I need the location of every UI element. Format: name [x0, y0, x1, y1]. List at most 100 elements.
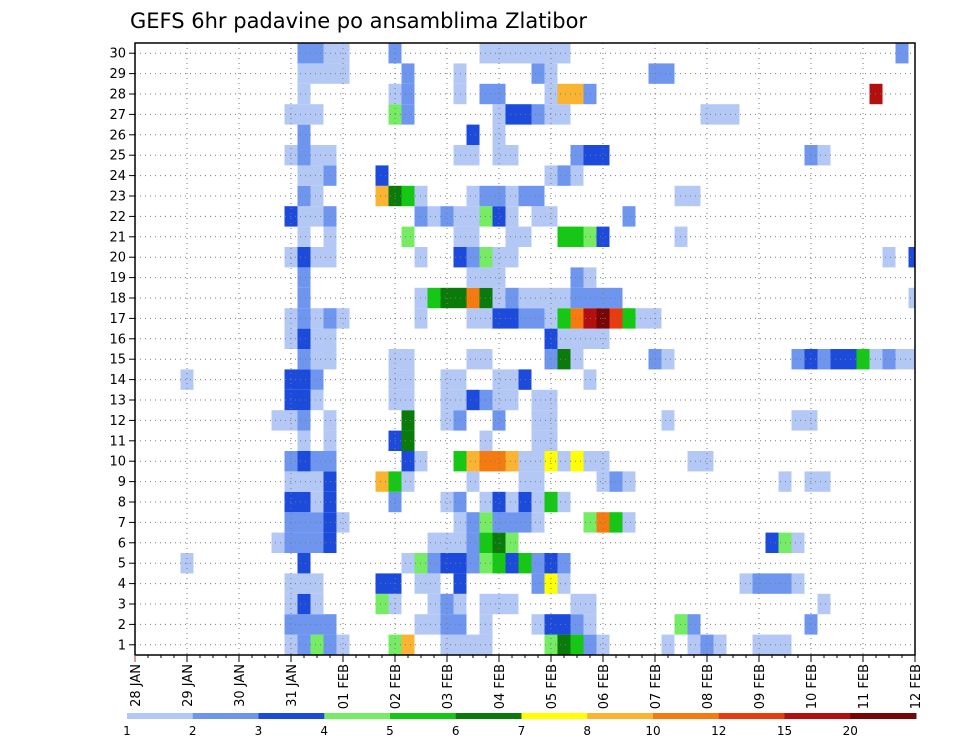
heatmap-cell	[401, 349, 415, 370]
heatmap-cell	[596, 226, 610, 247]
heatmap-cell	[466, 634, 480, 655]
heatmap-cell	[375, 165, 389, 186]
x-tick-label: 04 FEB	[493, 664, 508, 709]
heatmap-cell	[297, 491, 311, 513]
y-tick-label: 30	[109, 47, 126, 62]
heatmap-cell	[661, 634, 675, 655]
y-axis: 1234567891011121314151617181920212223242…	[109, 47, 135, 653]
heatmap-cell	[427, 593, 441, 615]
heatmap-cell	[570, 145, 584, 166]
heatmap-cell	[271, 410, 285, 431]
x-tick-label: 10 FEB	[805, 664, 820, 709]
heatmap-cell	[310, 185, 324, 207]
x-tick-label: 05 FEB	[545, 664, 560, 709]
heatmap-cell	[401, 389, 415, 411]
heatmap-cell	[401, 185, 415, 207]
heatmap-cell	[297, 410, 311, 431]
heatmap-cell	[687, 614, 701, 635]
y-tick-label: 20	[109, 251, 126, 266]
x-tick-label: 09 FEB	[753, 664, 768, 709]
heatmap-cell	[310, 63, 324, 84]
heatmap-cell	[531, 308, 545, 329]
heatmap-cell	[505, 206, 519, 227]
heatmap-cell	[635, 308, 649, 329]
heatmap-cell	[661, 349, 675, 370]
y-tick-label: 22	[109, 210, 126, 225]
heatmap-cell	[700, 451, 714, 472]
heatmap-cell	[492, 206, 506, 227]
legend-swatch	[192, 713, 259, 719]
heatmap-cell	[310, 614, 324, 635]
heatmap-cell	[297, 226, 311, 247]
heatmap-cell	[336, 512, 350, 533]
heatmap-cell	[570, 267, 584, 288]
heatmap-cell	[622, 206, 636, 227]
heatmap-cell	[557, 451, 571, 472]
heatmap-cell	[557, 634, 571, 655]
heatmap-cell	[440, 410, 454, 431]
legend-swatch	[324, 713, 391, 719]
color-legend: 1 2 3 4 5 6 7 8 10 12 15 20	[123, 713, 917, 738]
heatmap-cell	[817, 593, 831, 615]
heatmap-cell	[401, 83, 415, 105]
heatmap-cell	[297, 165, 311, 186]
heatmap-cell	[401, 553, 415, 574]
heatmap-cell	[531, 471, 545, 492]
legend-label: 15	[777, 724, 792, 738]
heatmap-cell	[557, 491, 571, 513]
y-tick-label: 6	[118, 536, 126, 551]
heatmap-cell	[505, 287, 519, 309]
heatmap-cell	[817, 145, 831, 166]
y-tick-label: 7	[118, 516, 126, 531]
heatmap-cell	[570, 634, 584, 655]
y-tick-label: 15	[109, 353, 126, 368]
heatmap-cell	[557, 43, 571, 64]
y-tick-label: 29	[109, 67, 126, 82]
x-tick-label: 08 FEB	[701, 664, 716, 709]
heatmap-cell	[297, 512, 311, 533]
heatmap-cell	[440, 206, 454, 227]
heatmap-cell	[765, 634, 779, 655]
heatmap-cell	[297, 328, 311, 349]
legend-label: 4	[320, 724, 328, 738]
heatmap-cell	[531, 614, 545, 635]
legend-swatch	[653, 713, 720, 719]
heatmap-cell	[466, 553, 480, 574]
heatmap-cell	[531, 389, 545, 411]
heatmap-cell	[297, 532, 311, 553]
heatmap-cell	[492, 267, 506, 288]
heatmap-cell	[297, 63, 311, 84]
heatmap-cell	[466, 512, 480, 533]
heatmap-cell	[297, 451, 311, 472]
heatmap-cell	[596, 634, 610, 655]
heatmap-cell	[375, 471, 389, 492]
heatmap-cell	[401, 430, 415, 451]
heatmap-cell	[492, 410, 506, 431]
y-tick-label: 8	[118, 496, 126, 511]
heatmap-cell	[570, 287, 584, 309]
heatmap-cell	[310, 532, 324, 553]
y-tick-label: 1	[118, 638, 126, 653]
heatmap-cell	[505, 369, 519, 390]
heatmap-cell	[180, 369, 194, 390]
heatmap-cell	[557, 287, 571, 309]
heatmap-cell	[297, 471, 311, 492]
heatmap-cell	[310, 573, 324, 594]
y-tick-label: 16	[109, 332, 126, 347]
heatmap-cell	[492, 512, 506, 533]
heatmap-cell	[440, 389, 454, 411]
heatmap-cell	[531, 63, 545, 84]
heatmap-cell	[791, 349, 805, 370]
heatmap-cell	[466, 389, 480, 411]
heatmap-cell	[531, 104, 545, 125]
heatmap-cell	[531, 185, 545, 207]
heatmap-cell	[440, 491, 454, 513]
heatmap-cell	[466, 451, 480, 472]
heatmap-cell	[297, 593, 311, 615]
heatmap-cell	[531, 287, 545, 309]
heatmap-cell	[570, 614, 584, 635]
heatmap-cell	[297, 185, 311, 207]
x-tick-label: 12 FEB	[909, 664, 924, 709]
legend-label: 2	[189, 724, 197, 738]
